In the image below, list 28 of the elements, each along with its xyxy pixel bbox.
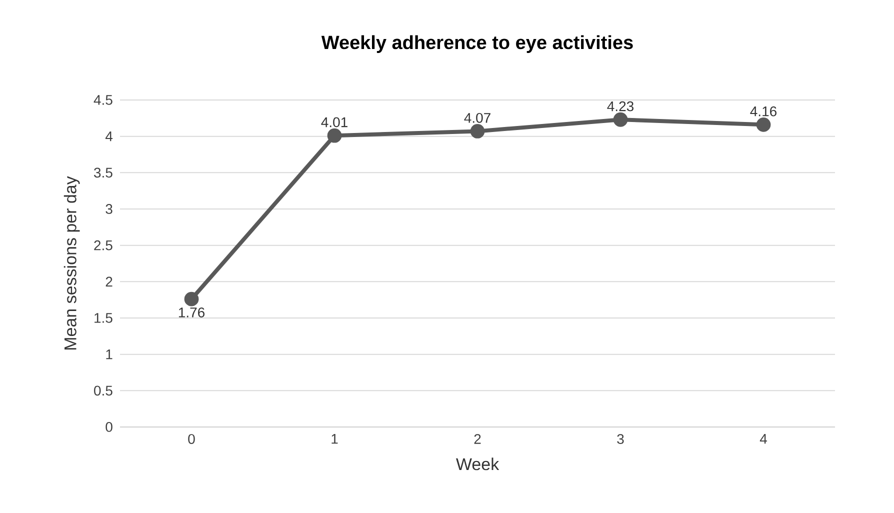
point [327,128,342,143]
y-tick-label: 2.5 [94,240,112,250]
y-tick-label: 1.5 [94,313,112,323]
y-tick-label: 4.5 [94,95,112,105]
point [613,112,628,127]
y-tick-label: 4 [105,132,113,142]
y-tick-label: 3 [106,204,112,214]
y-axis-title: Mean sessions per day [64,176,80,350]
point [756,118,771,132]
data-label: 1.76 [178,308,204,318]
x-axis-title: Week [456,458,500,470]
y-tick-label: 3.5 [94,168,112,178]
x-tick-label: 3 [617,434,624,444]
point [184,292,199,306]
data-label: 4.23 [607,101,634,112]
x-tick-label: 4 [760,434,767,444]
y-tick-label: 0.5 [94,386,112,396]
y-tick-label: 2 [106,276,112,287]
data-label: 4.01 [321,117,348,128]
point [470,124,485,138]
chart-title: Weekly adherence to eye activities [321,35,633,53]
y-tick-label: 1 [106,350,112,360]
data-label: 4.16 [750,106,776,116]
x-tick-label: 2 [474,434,481,444]
data-label: 4.07 [464,112,490,123]
y-tick-label: 0 [106,422,112,432]
x-tick-label: 1 [332,434,338,444]
x-tick-label: 0 [188,434,195,444]
